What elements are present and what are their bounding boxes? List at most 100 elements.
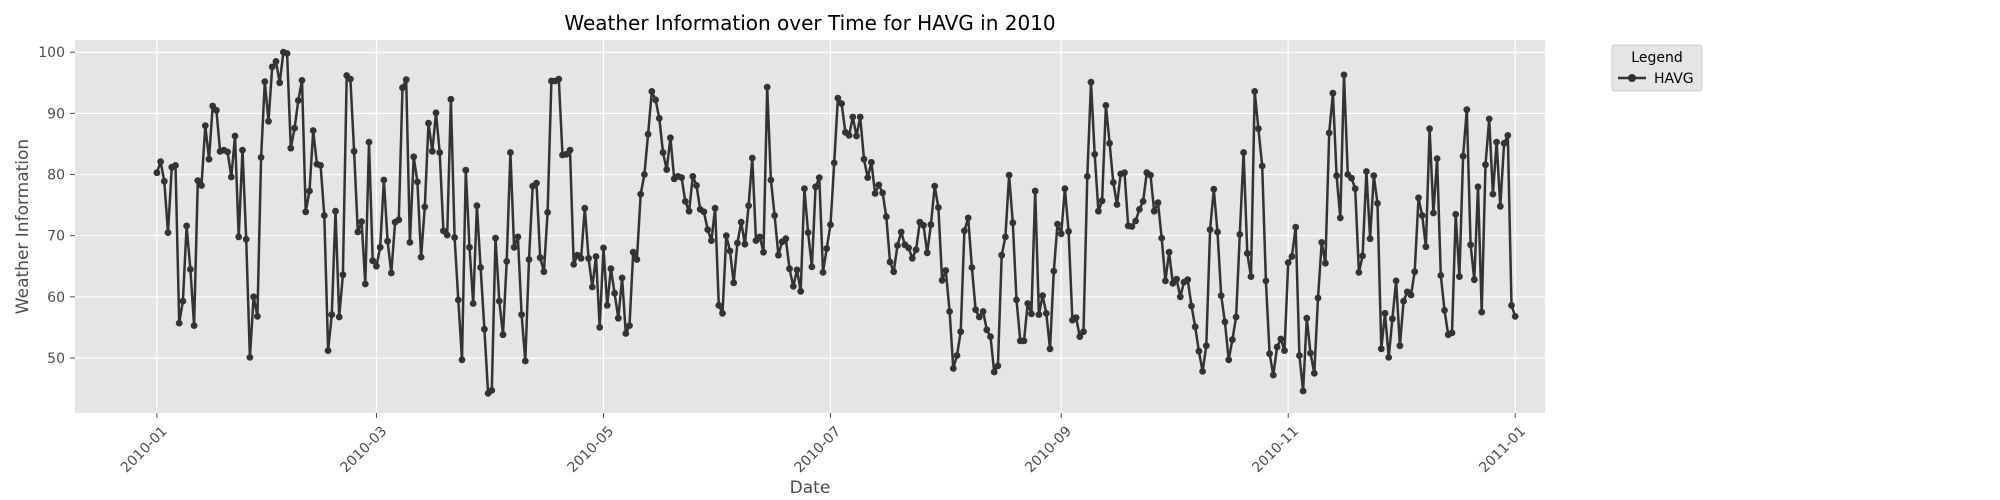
data-point <box>1411 268 1419 276</box>
data-point <box>376 243 384 251</box>
data-point <box>1363 168 1370 175</box>
data-point <box>1061 185 1069 193</box>
data-point <box>533 179 540 187</box>
data-point <box>1065 228 1072 235</box>
data-point <box>1188 302 1195 310</box>
data-point <box>964 214 972 222</box>
data-point <box>1024 300 1032 307</box>
data-point <box>905 244 912 252</box>
data-point <box>1165 248 1173 256</box>
data-point <box>544 209 551 216</box>
data-point <box>942 267 950 274</box>
data-point <box>287 144 295 152</box>
data-point <box>1400 297 1407 305</box>
data-point <box>734 239 741 247</box>
data-point <box>235 233 243 241</box>
data-point <box>354 228 362 236</box>
data-point <box>1463 106 1471 114</box>
data-point <box>481 325 488 333</box>
data-point <box>1370 172 1378 180</box>
data-point <box>1496 202 1504 210</box>
data-point <box>834 94 842 102</box>
data-point <box>1489 190 1497 198</box>
data-point <box>711 204 719 212</box>
data-point <box>581 204 589 212</box>
legend-swatch-marker <box>1628 74 1636 82</box>
y-tick-label: 70 <box>47 229 65 245</box>
data-point <box>830 159 838 167</box>
data-point <box>488 387 496 394</box>
data-point <box>961 227 968 235</box>
data-point <box>254 313 261 320</box>
data-point <box>525 256 533 263</box>
data-point <box>629 248 637 256</box>
data-point <box>387 269 395 277</box>
data-point <box>689 173 697 180</box>
data-point <box>1050 267 1058 275</box>
data-point <box>410 153 418 161</box>
data-point <box>451 234 458 241</box>
data-point <box>417 253 425 261</box>
data-point <box>663 166 671 174</box>
data-point <box>693 182 700 189</box>
data-point <box>1102 102 1110 109</box>
data-point <box>897 228 905 236</box>
data-point <box>655 114 663 122</box>
data-point <box>1508 302 1515 309</box>
data-point <box>641 171 648 178</box>
data-point <box>1430 209 1437 217</box>
data-point <box>1039 292 1046 299</box>
data-point <box>972 306 979 314</box>
data-point <box>172 162 179 169</box>
data-point <box>868 158 875 166</box>
data-point <box>1281 347 1288 354</box>
data-point <box>588 283 596 291</box>
data-point <box>1329 89 1337 97</box>
data-point <box>659 149 667 156</box>
data-point <box>1150 207 1158 215</box>
data-point <box>1392 277 1400 285</box>
data-point <box>633 256 641 263</box>
data-point <box>1296 352 1303 359</box>
data-point <box>882 213 890 221</box>
data-point <box>425 119 432 127</box>
data-point <box>614 314 622 322</box>
data-point <box>1474 183 1482 191</box>
data-point <box>808 263 816 271</box>
data-point <box>1042 309 1050 317</box>
data-point <box>577 254 585 262</box>
data-point <box>1057 230 1065 238</box>
data-point <box>1415 194 1422 202</box>
data-point <box>164 229 172 237</box>
data-point <box>153 169 161 177</box>
data-point <box>786 265 793 273</box>
data-point <box>1381 309 1389 317</box>
x-tick-label: 2010-09 <box>1022 423 1075 476</box>
chart-title: Weather Information over Time for HAVG i… <box>564 11 1055 35</box>
data-point <box>436 149 444 156</box>
data-point <box>1046 345 1054 353</box>
data-point <box>1377 345 1385 353</box>
data-point <box>1266 350 1273 358</box>
data-point <box>726 247 734 255</box>
data-point <box>1467 241 1474 249</box>
data-point <box>912 246 920 254</box>
data-point <box>462 166 470 174</box>
data-point <box>789 283 797 290</box>
data-point <box>324 347 332 354</box>
data-point <box>309 127 317 134</box>
data-point <box>540 268 548 276</box>
data-point <box>518 311 525 318</box>
data-point <box>704 226 712 234</box>
data-point <box>953 352 961 359</box>
data-point <box>1035 311 1043 318</box>
data-point <box>414 178 421 186</box>
data-point <box>797 287 805 295</box>
data-point <box>681 198 689 205</box>
data-point <box>1113 201 1121 208</box>
y-tick-label: 50 <box>47 351 65 367</box>
data-point <box>1076 333 1084 340</box>
data-point <box>793 266 801 274</box>
